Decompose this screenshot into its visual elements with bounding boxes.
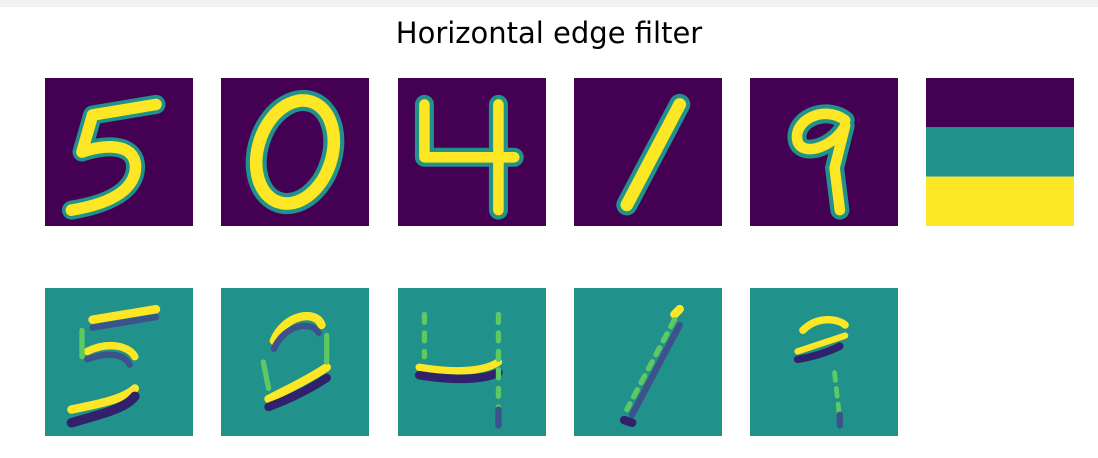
input-digit-5-image: [45, 78, 193, 226]
filtered-digit-5-image: [45, 288, 193, 436]
filtered-digit-9-image: [750, 288, 898, 436]
horizontal-edge-kernel-image: [926, 78, 1074, 226]
input-digit-9-image: [750, 78, 898, 226]
filtered-digit-4-image: [398, 288, 546, 436]
notebook-top-strip: [0, 0, 1098, 7]
figure-title: Horizontal edge filter: [395, 16, 703, 50]
input-digit-4-image: [398, 78, 546, 226]
input-digit-0-image: [221, 78, 369, 226]
filtered-digit-0-image: [221, 288, 369, 436]
input-digit-1-image: [574, 78, 722, 226]
filtered-digit-1-image: [574, 288, 722, 436]
